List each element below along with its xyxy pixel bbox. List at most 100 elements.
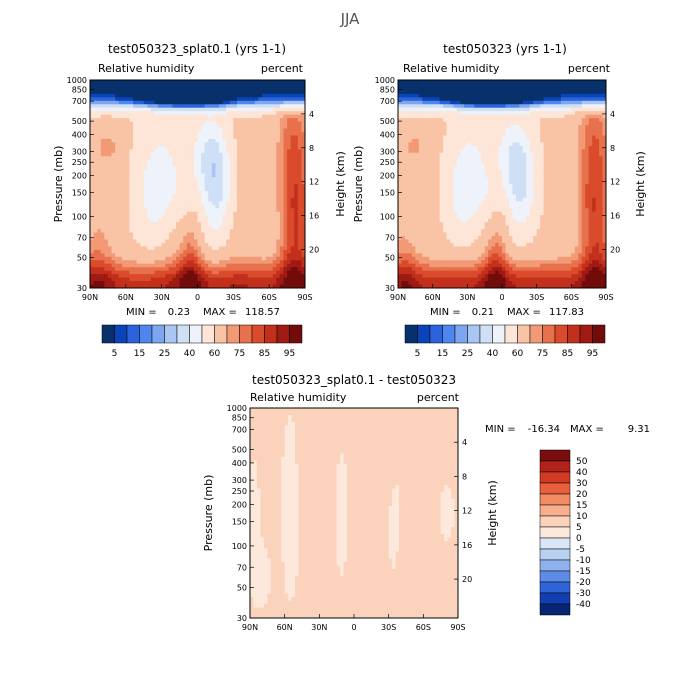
- contour-cell: [226, 156, 231, 161]
- contour-cell: [536, 152, 541, 157]
- contour-cell: [560, 111, 565, 116]
- contour-cell: [186, 204, 191, 209]
- contour-cell: [183, 274, 188, 278]
- contour-cell: [251, 90, 256, 95]
- contour-cell: [129, 281, 134, 285]
- contour-cell: [470, 152, 475, 157]
- contour-cell: [588, 86, 593, 91]
- contour-cell: [211, 100, 216, 105]
- contour-cell: [183, 204, 188, 209]
- contour-cell: [474, 138, 479, 143]
- contour-cell: [165, 184, 170, 188]
- contour-cell: [429, 132, 434, 136]
- contour-cell: [547, 100, 551, 105]
- contour-cell: [90, 256, 94, 261]
- contour-cell: [283, 145, 288, 150]
- contour-cell: [168, 170, 173, 174]
- contour-cell: [143, 86, 148, 91]
- contour-cell: [215, 177, 220, 181]
- contour-cell: [104, 246, 109, 251]
- contour-cell: [179, 267, 184, 272]
- contour-cell: [143, 201, 148, 206]
- contour-cell: [515, 121, 520, 126]
- contour-cell: [236, 225, 241, 230]
- contour-cell: [111, 222, 116, 226]
- contour-cell: [251, 194, 256, 199]
- contour-cell: [595, 132, 600, 136]
- contour-cell: [581, 114, 586, 119]
- contour-cell: [183, 118, 188, 122]
- contour-cell: [150, 145, 155, 150]
- contour-cell: [522, 97, 527, 102]
- contour-cell: [272, 242, 277, 247]
- colorbar-swatch: [101, 324, 115, 344]
- contour-cell: [477, 135, 482, 140]
- contour-cell: [276, 97, 281, 102]
- contour-cell: [158, 236, 163, 240]
- contour-cell: [550, 80, 555, 84]
- contour-cell: [547, 83, 551, 88]
- contour-cell: [143, 211, 148, 216]
- contour-cell: [522, 93, 527, 98]
- contour-cell: [602, 121, 606, 126]
- contour-cell: [408, 80, 413, 84]
- contour-cell: [122, 218, 127, 223]
- contour-cell: [140, 90, 145, 95]
- contour-cell: [219, 163, 223, 168]
- contour-cell: [143, 239, 148, 244]
- contour-cell: [550, 128, 555, 133]
- contour-cell: [140, 263, 145, 268]
- contour-cell: [140, 239, 145, 244]
- contour-cell: [129, 242, 134, 247]
- contour-cell: [161, 270, 166, 275]
- contour-cell: [125, 118, 130, 122]
- contour-cell: [519, 125, 524, 129]
- contour-cell: [193, 187, 198, 192]
- contour-cell: [547, 90, 551, 95]
- contour-cell: [183, 225, 188, 230]
- contour-cell: [283, 125, 288, 129]
- contour-cell: [147, 104, 152, 109]
- contour-cell: [100, 152, 105, 157]
- contour-cell: [536, 149, 541, 154]
- contour-cell: [297, 90, 302, 95]
- contour-cell: [136, 270, 141, 275]
- contour-cell: [104, 270, 109, 275]
- contour-cell: [154, 83, 159, 88]
- contour-cell: [165, 211, 170, 216]
- contour-cell: [240, 166, 245, 171]
- contour-cell: [211, 281, 216, 285]
- contour-cell: [272, 232, 277, 237]
- contour-cell: [143, 166, 148, 171]
- contour-cell: [204, 197, 209, 202]
- contour-cell: [283, 267, 288, 272]
- contour-cell: [111, 104, 116, 109]
- contour-cell: [450, 128, 454, 133]
- contour-cell: [240, 284, 245, 288]
- contour-cell: [186, 184, 191, 188]
- contour-cell: [190, 232, 195, 237]
- contour-cell: [526, 83, 531, 88]
- contour-cell: [222, 239, 227, 244]
- contour-cell: [165, 277, 170, 282]
- contour-cell: [477, 111, 482, 116]
- contour-cell: [233, 249, 238, 254]
- contour-cell: [498, 142, 503, 147]
- contour-cell: [190, 249, 195, 254]
- contour-cell: [297, 163, 302, 168]
- contour-cell: [429, 142, 434, 147]
- contour-cell: [244, 142, 249, 147]
- contour-cell: [129, 260, 134, 265]
- contour-cell: [158, 281, 163, 285]
- contour-cell: [522, 125, 527, 129]
- contour-cell: [533, 100, 538, 105]
- contour-cell: [179, 180, 184, 185]
- contour-cell: [269, 128, 274, 133]
- contour-cell: [283, 90, 288, 95]
- contour-cell: [425, 145, 430, 150]
- contour-cell: [439, 93, 444, 98]
- contour-cell: [404, 118, 409, 122]
- contour-cell: [226, 100, 231, 105]
- contour-cell: [150, 107, 155, 112]
- contour-cell: [233, 256, 238, 261]
